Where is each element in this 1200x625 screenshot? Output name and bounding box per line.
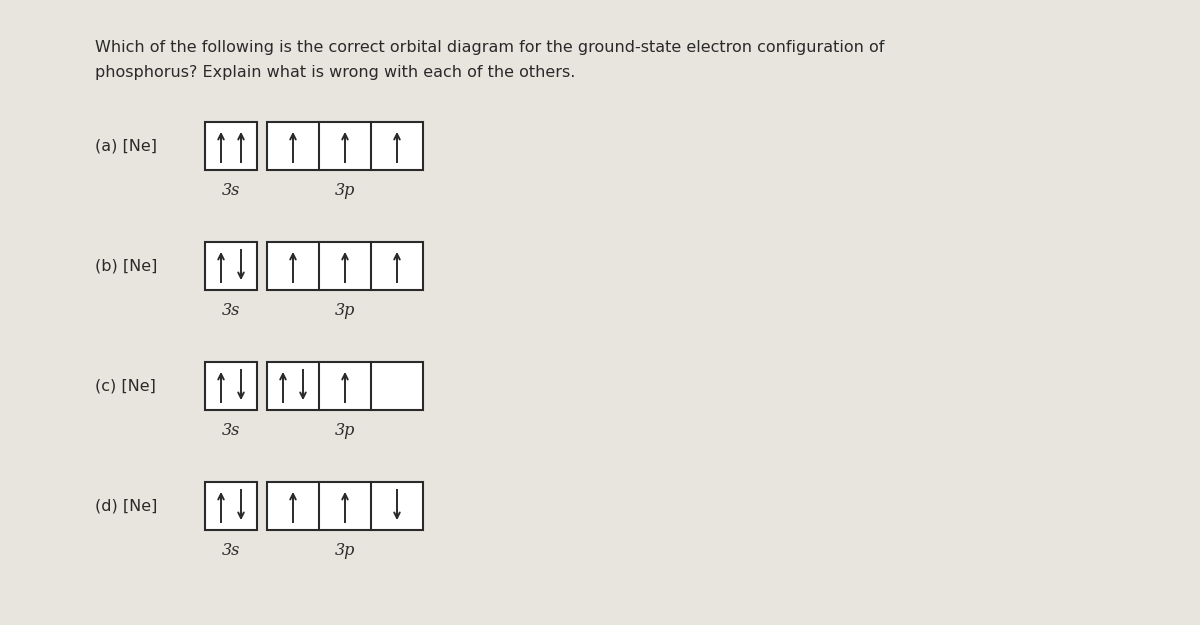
Text: 3p: 3p [335,542,355,559]
Bar [205,122,257,170]
Text: (d) [Ne]: (d) [Ne] [95,499,157,514]
Bar [205,242,257,290]
Bar [266,362,424,410]
Bar [205,362,257,410]
Text: (a) [Ne]: (a) [Ne] [95,139,157,154]
Text: 3s: 3s [222,422,240,439]
Text: (b) [Ne]: (b) [Ne] [95,259,157,274]
Bar [266,122,424,170]
Text: 3s: 3s [222,542,240,559]
Bar [266,242,424,290]
Bar [266,482,424,530]
Text: 3p: 3p [335,422,355,439]
Bar [205,482,257,530]
Text: 3s: 3s [222,302,240,319]
Text: 3s: 3s [222,182,240,199]
Text: 3p: 3p [335,302,355,319]
Text: 3p: 3p [335,182,355,199]
Text: phosphorus? Explain what is wrong with each of the others.: phosphorus? Explain what is wrong with e… [95,65,575,80]
Text: (c) [Ne]: (c) [Ne] [95,379,156,394]
Text: Which of the following is the correct orbital diagram for the ground-state elect: Which of the following is the correct or… [95,40,884,55]
